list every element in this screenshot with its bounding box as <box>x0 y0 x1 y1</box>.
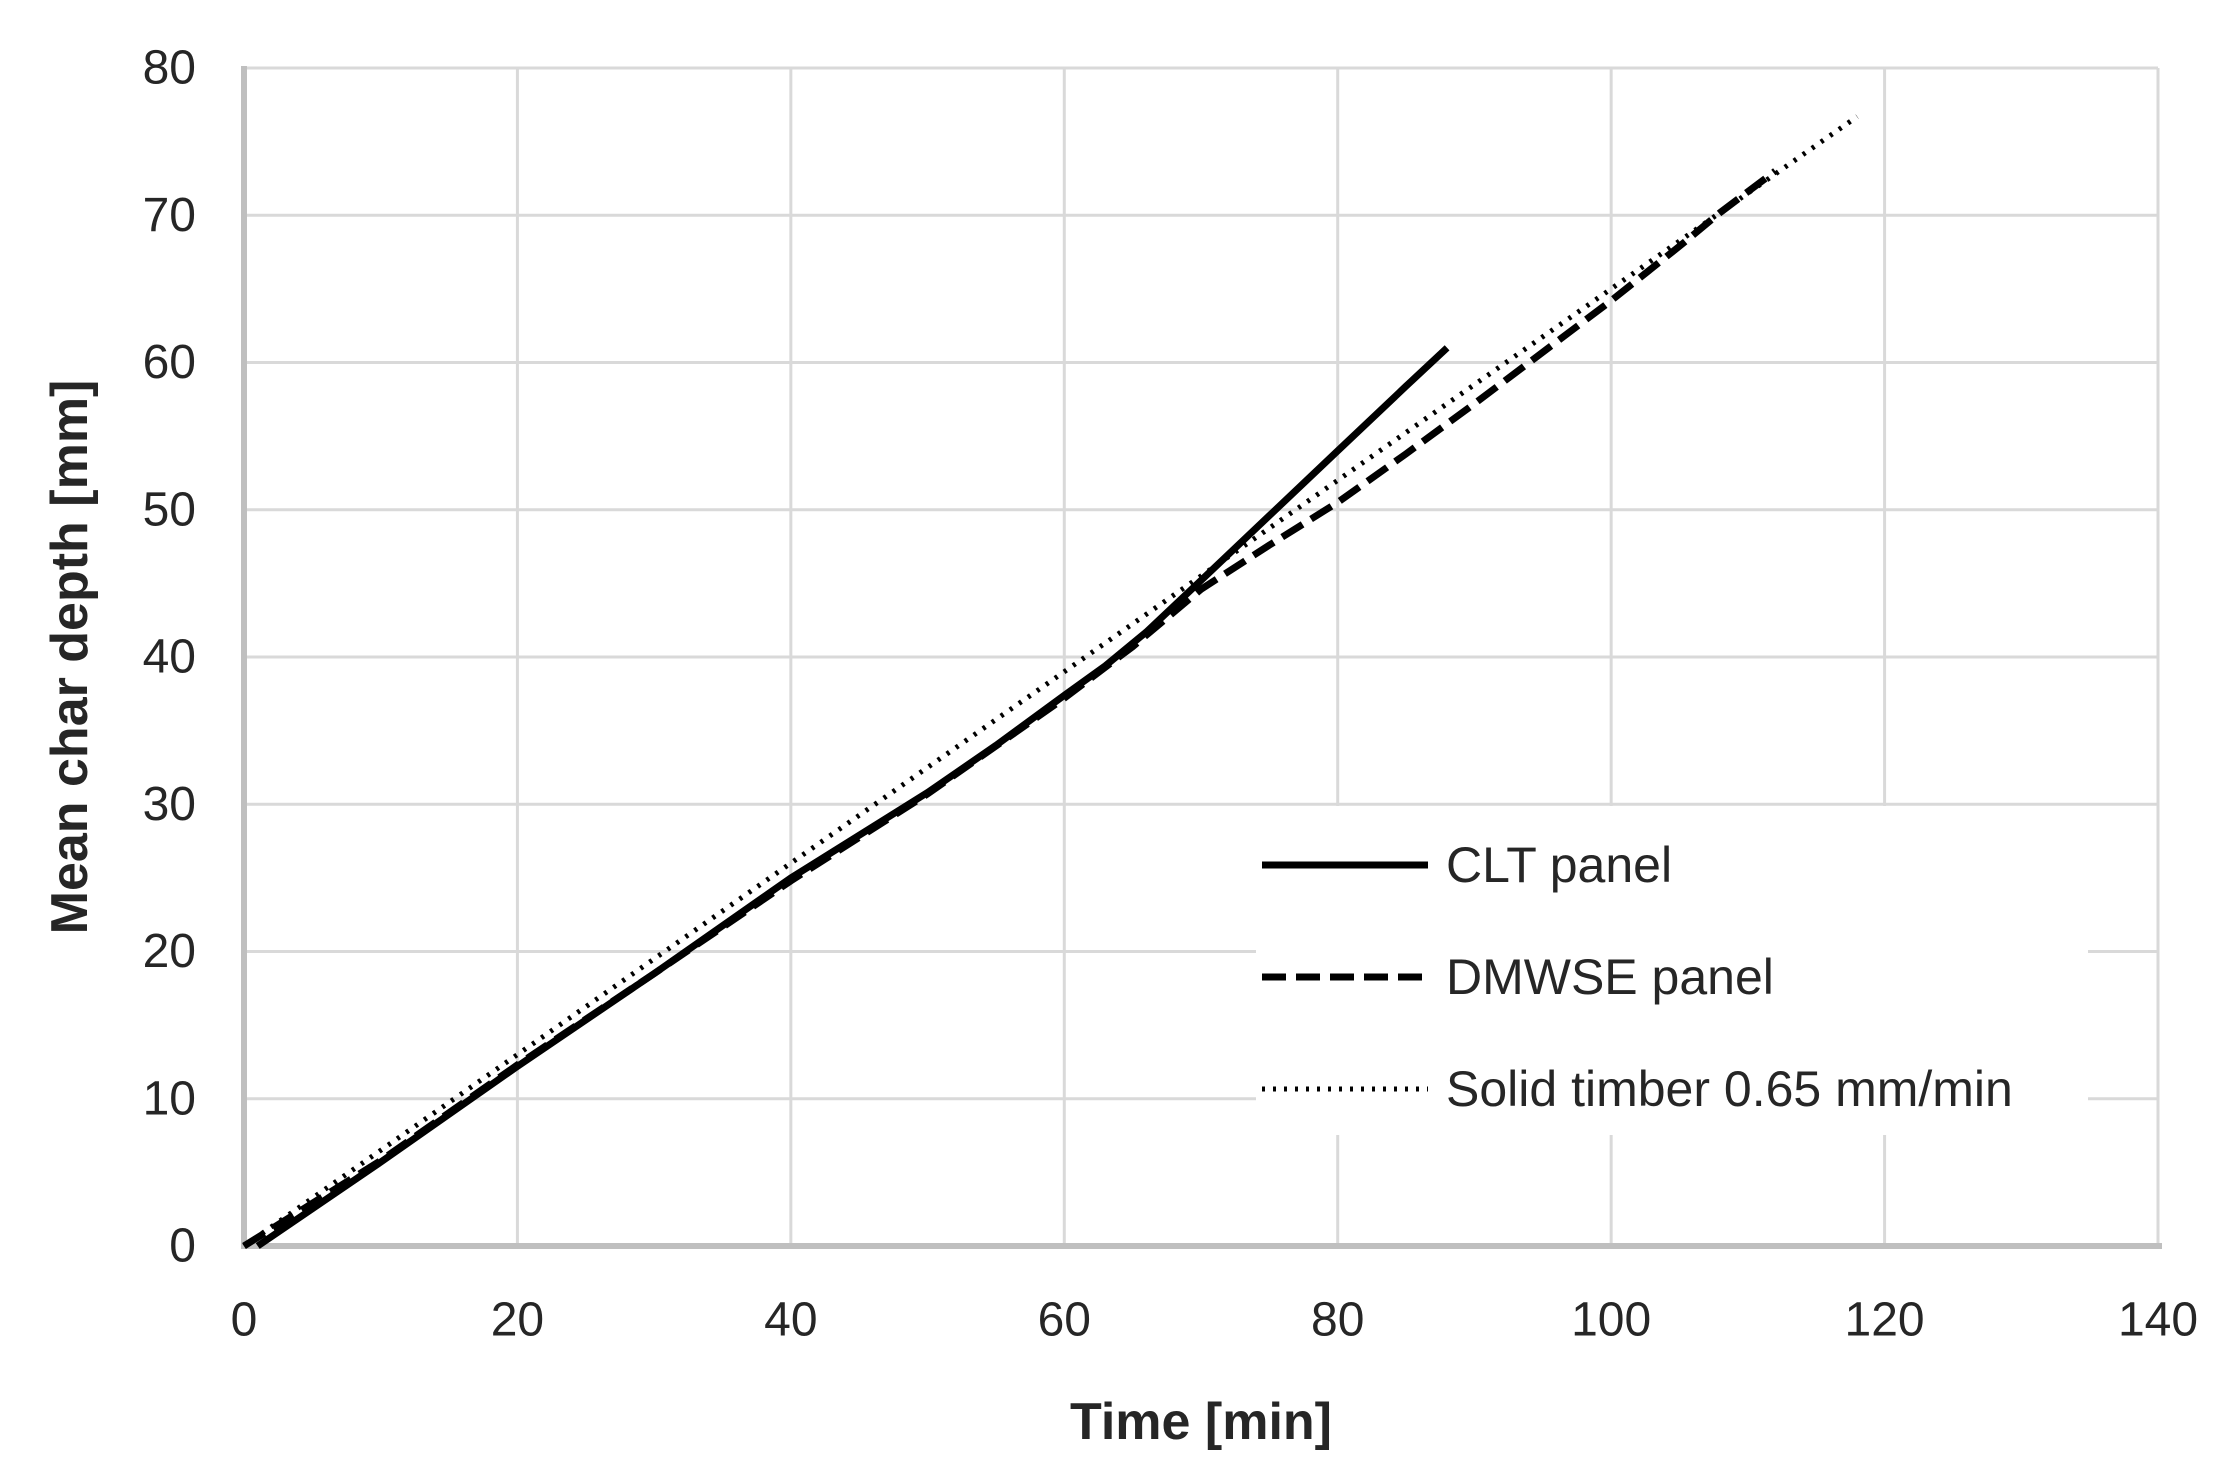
y-tick-label-20: 20 <box>143 925 196 978</box>
y-tick-label-80: 80 <box>143 42 196 95</box>
y-tick-label-10: 10 <box>143 1072 196 1125</box>
legend-label-clt-panel: CLT panel <box>1446 837 1672 893</box>
legend-item-clt-panel: CLT panel <box>1262 837 1672 893</box>
y-tick-label-50: 50 <box>143 483 196 536</box>
x-tick-label-140: 140 <box>2118 1294 2198 1347</box>
y-tick-label-0: 0 <box>169 1220 196 1273</box>
y-tick-label-30: 30 <box>143 778 196 831</box>
legend-background <box>1256 806 2088 1135</box>
y-tick-label-60: 60 <box>143 336 196 389</box>
axes <box>241 66 2162 1249</box>
legend-item-solid-timber-0-65-mm-min: Solid timber 0.65 mm/min <box>1262 1061 2013 1117</box>
x-tick-label-120: 120 <box>1845 1294 1925 1347</box>
x-tick-label-80: 80 <box>1311 1294 1364 1347</box>
x-tick-label-0: 0 <box>231 1294 258 1347</box>
legend-label-solid-timber-0-65-mm-min: Solid timber 0.65 mm/min <box>1446 1061 2013 1117</box>
data-series <box>242 114 1859 1249</box>
y-axis-title: Mean char depth [mm] <box>41 380 99 935</box>
x-axis-title: Time [min] <box>1070 1393 1332 1451</box>
x-tick-label-60: 60 <box>1038 1294 1091 1347</box>
y-tick-label-70: 70 <box>143 189 196 242</box>
x-tick-label-40: 40 <box>764 1294 817 1347</box>
y-tick-label-40: 40 <box>143 631 196 684</box>
tick-labels: 0 10 20 30 40 50 60 70 80 0 20 40 60 80 100 120 140 <box>143 42 2198 1347</box>
series-clt-panel <box>255 345 1450 1249</box>
legend-label-dmwse-panel: DMWSE panel <box>1446 949 1774 1005</box>
legend-item-dmwse-panel: DMWSE panel <box>1262 949 1774 1005</box>
x-tick-label-100: 100 <box>1571 1294 1651 1347</box>
legend: CLT panel DMWSE panel Solid timber 0.65 mm… <box>1256 806 2088 1135</box>
series-solid-timber-0-65-mm-min <box>242 114 1859 1249</box>
x-tick-label-20: 20 <box>491 1294 544 1347</box>
